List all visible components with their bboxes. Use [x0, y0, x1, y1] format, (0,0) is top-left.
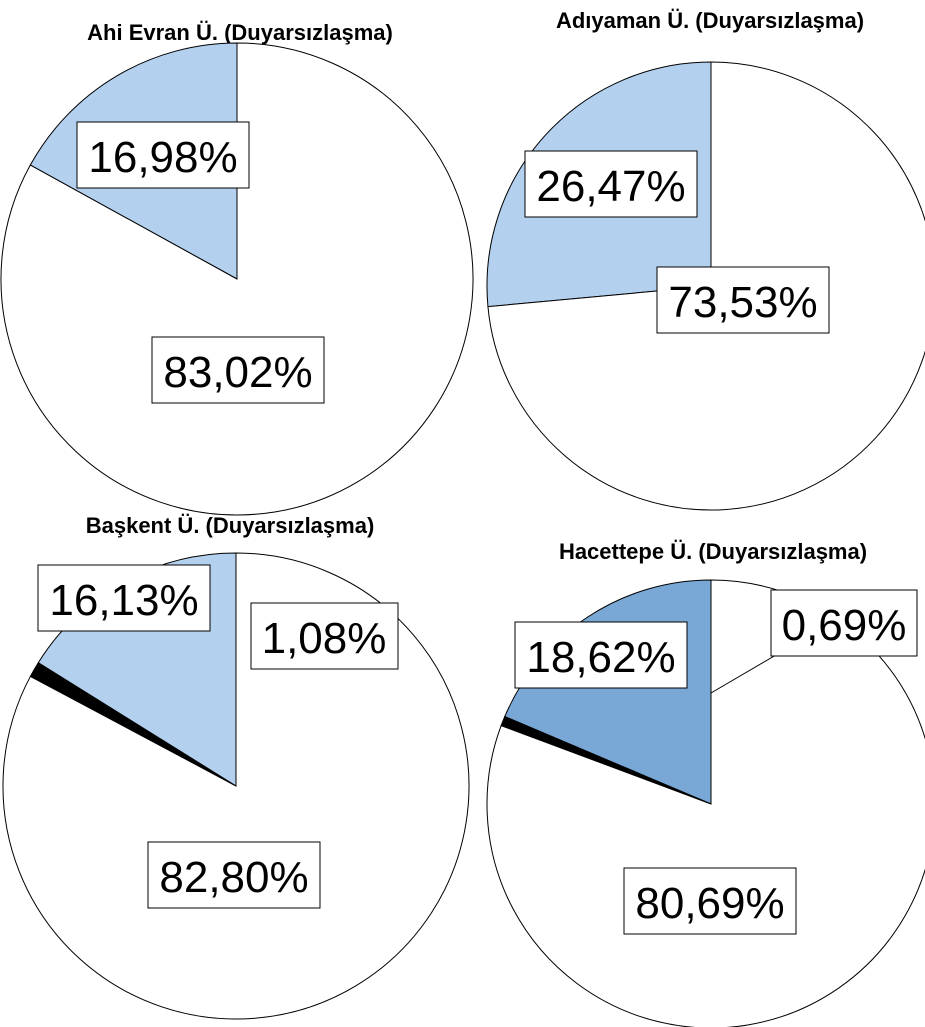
chart-title-adiyaman: Adıyaman Ü. (Duyarsızlaşma)	[556, 8, 864, 33]
leader-line-hacettepe	[710, 654, 777, 694]
slice-label-ahi-evran-2: 83,02%	[151, 336, 325, 404]
svg-text:16,13%: 16,13%	[49, 576, 198, 625]
pie-chart-ahi-evran: Ahi Evran Ü. (Duyarsızlaşma) 16,98% 83,0…	[0, 20, 474, 516]
svg-text:73,53%: 73,53%	[668, 278, 817, 327]
slice-label-hacettepe-3: 80,69%	[623, 867, 797, 935]
chart-title-ahi-evran: Ahi Evran Ü. (Duyarsızlaşma)	[87, 20, 393, 45]
pie-chart-adiyaman: Adıyaman Ü. (Duyarsızlaşma) 26,47% 73,53…	[486, 8, 925, 511]
pie-slice-adiyaman-2	[487, 61, 925, 511]
svg-text:1,08%: 1,08%	[262, 614, 387, 663]
svg-text:83,02%: 83,02%	[163, 348, 312, 397]
slice-label-adiyaman-2: 73,53%	[656, 266, 830, 334]
svg-text:26,47%: 26,47%	[536, 162, 685, 211]
slice-label-hacettepe-2: 0,69%	[770, 589, 918, 657]
slice-label-baskent-2: 1,08%	[250, 602, 399, 670]
pie-chart-baskent: Başkent Ü. (Duyarsızlaşma) 16,13% 1,08% …	[2, 513, 470, 1020]
chart-title-hacettepe: Hacettepe Ü. (Duyarsızlaşma)	[559, 539, 867, 564]
slice-label-adiyaman-1: 26,47%	[524, 150, 698, 218]
svg-text:18,62%: 18,62%	[526, 633, 675, 682]
svg-text:16,98%: 16,98%	[88, 133, 237, 182]
slice-label-ahi-evran-1: 16,98%	[76, 121, 250, 189]
slice-label-hacettepe-1: 18,62%	[514, 621, 688, 689]
pie-slice-ahi-evran-2	[0, 42, 474, 516]
chart-title-baskent: Başkent Ü. (Duyarsızlaşma)	[86, 513, 375, 538]
svg-text:82,80%: 82,80%	[159, 853, 308, 902]
slice-label-baskent-1: 16,13%	[37, 564, 211, 632]
svg-text:80,69%: 80,69%	[635, 879, 784, 928]
pie-chart-hacettepe: Hacettepe Ü. (Duyarsızlaşma) 18,62% 0,69…	[486, 539, 925, 1027]
svg-text:0,69%: 0,69%	[782, 601, 907, 650]
slice-label-baskent-3: 82,80%	[147, 841, 321, 909]
